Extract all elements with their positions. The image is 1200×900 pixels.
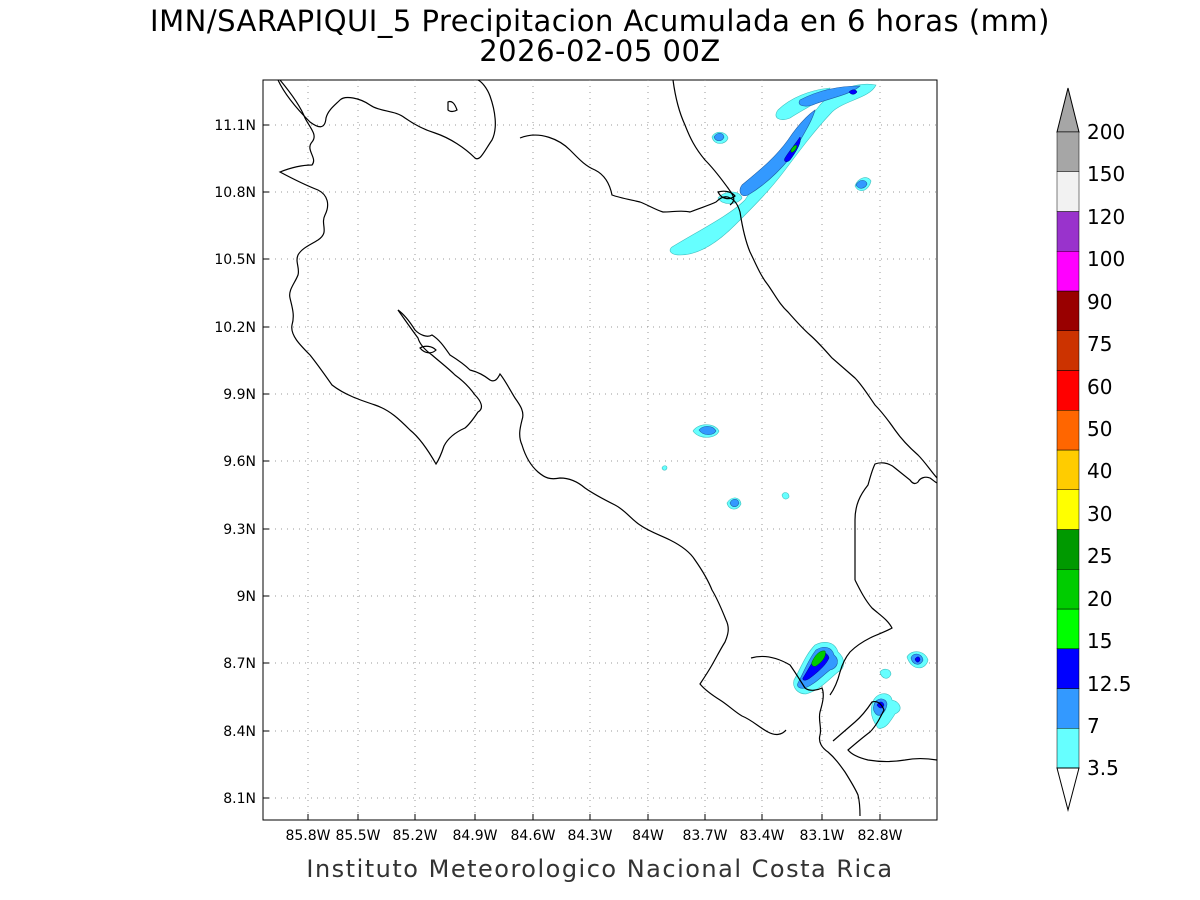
y-tick-label: 9N bbox=[237, 589, 256, 605]
colorbar-swatch bbox=[1056, 489, 1080, 530]
x-tick-label: 84.6W bbox=[510, 828, 555, 844]
colorbar-label: 120 bbox=[1087, 205, 1125, 229]
x-tick-label: 85.8W bbox=[285, 828, 330, 844]
x-tick-label: 83.1W bbox=[799, 828, 844, 844]
precip-very-heavy-layer bbox=[790, 144, 826, 667]
colorbar-label: 7 bbox=[1087, 714, 1100, 738]
colorbar-swatch bbox=[1056, 410, 1080, 451]
x-tick-label: 82.8W bbox=[857, 828, 902, 844]
chart-subtitle-datetime: 2026-02-05 00Z bbox=[479, 34, 721, 68]
colorbar-boxes bbox=[1056, 131, 1080, 769]
colorbar-labels: 200 150 120 100 90 75 60 50 40 30 25 20 … bbox=[1087, 120, 1132, 780]
colorbar-label: 20 bbox=[1087, 587, 1112, 611]
colorbar-swatch bbox=[1056, 688, 1080, 729]
x-tick-label: 84W bbox=[632, 828, 664, 844]
colorbar-swatch bbox=[1056, 370, 1080, 411]
y-tick-label: 8.7N bbox=[223, 656, 256, 672]
x-tick-label: 84.9W bbox=[452, 828, 497, 844]
x-tick-labels: 85.8W 85.5W 85.2W 84.9W 84.6W 84.3W 84W … bbox=[285, 828, 902, 844]
colorbar-label: 3.5 bbox=[1087, 756, 1119, 780]
credit-footer: Instituto Meteorologico Nacional Costa R… bbox=[306, 855, 894, 883]
colorbar-label: 30 bbox=[1087, 502, 1112, 526]
map-frame bbox=[262, 79, 938, 821]
x-tick-label: 84.3W bbox=[567, 828, 612, 844]
colorbar-swatch bbox=[1056, 290, 1080, 331]
colorbar-label: 60 bbox=[1087, 375, 1112, 399]
y-tick-label: 10.8N bbox=[214, 185, 256, 201]
colorbar-label: 90 bbox=[1087, 290, 1112, 314]
x-tick-label: 85.5W bbox=[335, 828, 380, 844]
coastlines-borders bbox=[277, 79, 938, 817]
colorbar-label: 15 bbox=[1087, 629, 1112, 653]
colorbar-label: 75 bbox=[1087, 332, 1112, 356]
colorbar-swatch bbox=[1056, 211, 1080, 252]
colorbar-swatch bbox=[1056, 529, 1080, 570]
axis-ticks bbox=[263, 124, 881, 820]
x-tick-label: 83.4W bbox=[739, 828, 784, 844]
colorbar-swatch bbox=[1056, 648, 1080, 689]
colorbar-label: 200 bbox=[1087, 120, 1125, 144]
colorbar-swatch bbox=[1056, 131, 1080, 172]
y-tick-label: 9.9N bbox=[223, 387, 256, 403]
colorbar-swatch bbox=[1056, 251, 1080, 292]
colorbar-label: 100 bbox=[1087, 247, 1125, 271]
y-tick-label: 10.5N bbox=[214, 252, 256, 268]
y-tick-labels: 11.1N 10.8N 10.5N 10.2N 9.9N 9.6N 9.3N 9… bbox=[214, 118, 256, 807]
colorbar: 200 150 120 100 90 75 60 50 40 30 25 20 … bbox=[1056, 87, 1132, 812]
colorbar-label: 150 bbox=[1087, 162, 1125, 186]
y-tick-label: 9.6N bbox=[223, 454, 256, 470]
colorbar-swatch bbox=[1056, 449, 1080, 490]
colorbar-swatch bbox=[1056, 728, 1080, 769]
y-tick-label: 8.1N bbox=[223, 791, 256, 807]
colorbar-label: 12.5 bbox=[1087, 672, 1132, 696]
colorbar-label: 40 bbox=[1087, 459, 1112, 483]
y-tick-label: 9.3N bbox=[223, 522, 256, 538]
colorbar-label: 50 bbox=[1087, 417, 1112, 441]
colorbar-swatch bbox=[1056, 330, 1080, 371]
colorbar-swatch bbox=[1056, 171, 1080, 212]
colorbar-swatch bbox=[1056, 569, 1080, 610]
chart-title: IMN/SARAPIQUI_5 Precipitacion Acumulada … bbox=[150, 4, 1050, 38]
colorbar-label: 25 bbox=[1087, 544, 1112, 568]
colorbar-lower-arrow bbox=[1056, 767, 1080, 812]
y-tick-label: 11.1N bbox=[214, 118, 256, 134]
x-tick-label: 83.7W bbox=[682, 828, 727, 844]
y-tick-label: 10.2N bbox=[214, 320, 256, 336]
colorbar-upper-arrow bbox=[1056, 87, 1080, 133]
y-tick-label: 8.4N bbox=[223, 724, 256, 740]
grid-lines bbox=[263, 80, 937, 820]
x-tick-label: 85.2W bbox=[392, 828, 437, 844]
colorbar-swatch bbox=[1056, 608, 1080, 649]
